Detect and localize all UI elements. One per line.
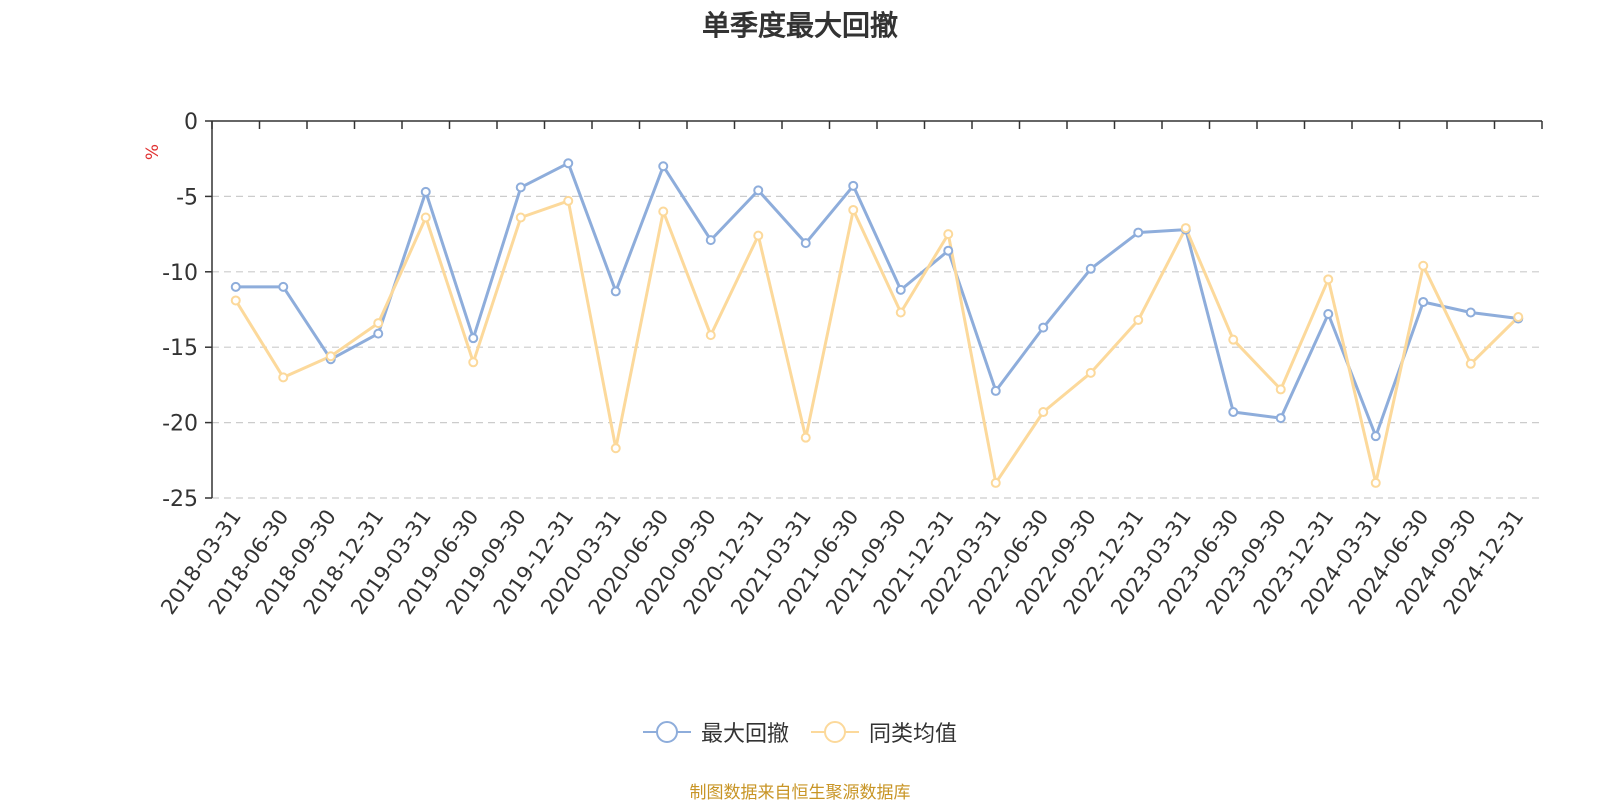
y-tick-label: 0 bbox=[184, 110, 198, 135]
data-point-max-drawdown bbox=[468, 333, 479, 344]
data-point-max-drawdown bbox=[1465, 307, 1476, 318]
data-point-peer-average bbox=[1228, 334, 1239, 345]
data-point-max-drawdown bbox=[420, 186, 431, 197]
data-point-max-drawdown bbox=[943, 245, 954, 256]
data-point-peer-average bbox=[1180, 223, 1191, 234]
data-point-peer-average bbox=[1133, 315, 1144, 326]
data-point-peer-average bbox=[230, 295, 241, 306]
y-axis-unit-group: % bbox=[143, 144, 163, 160]
y-axis-unit-label: % bbox=[143, 144, 163, 160]
data-point-peer-average bbox=[1323, 274, 1334, 285]
data-point-max-drawdown bbox=[990, 385, 1001, 396]
legend-marker-peer-average bbox=[811, 721, 859, 743]
y-tick-label: -20 bbox=[162, 412, 198, 437]
data-point-max-drawdown bbox=[1228, 407, 1239, 418]
data-point-peer-average bbox=[990, 477, 1001, 488]
y-tick-label: -5 bbox=[176, 185, 198, 210]
y-tick-label: -10 bbox=[162, 261, 198, 286]
source-note: 制图数据来自恒生聚源数据库 bbox=[689, 783, 911, 803]
series-line-peer-average bbox=[234, 199, 1520, 485]
data-point-max-drawdown bbox=[515, 182, 526, 193]
data-point-peer-average bbox=[943, 229, 954, 240]
data-point-peer-average bbox=[1038, 407, 1049, 418]
legend-marker-max-drawdown bbox=[642, 721, 691, 743]
data-point-peer-average bbox=[753, 230, 764, 241]
data-point-max-drawdown bbox=[1418, 296, 1429, 307]
data-point-max-drawdown bbox=[278, 281, 289, 292]
data-point-max-drawdown bbox=[658, 161, 669, 172]
legend-label-max-drawdown: 最大回撤 bbox=[700, 722, 789, 747]
data-point-peer-average bbox=[800, 432, 811, 443]
data-point-max-drawdown bbox=[895, 284, 906, 295]
data-point-max-drawdown bbox=[610, 286, 621, 297]
data-point-peer-average bbox=[705, 330, 716, 341]
data-point-peer-average bbox=[515, 212, 526, 223]
data-point-peer-average bbox=[895, 307, 906, 318]
data-point-max-drawdown bbox=[230, 281, 241, 292]
series-layer bbox=[230, 158, 1524, 488]
data-point-peer-average bbox=[563, 195, 574, 206]
data-point-peer-average bbox=[373, 318, 384, 329]
data-point-peer-average bbox=[420, 212, 431, 223]
legend-item-max-drawdown[interactable]: 最大回撤 bbox=[642, 716, 789, 748]
data-point-peer-average bbox=[610, 443, 621, 454]
data-point-peer-average bbox=[1370, 477, 1381, 488]
data-point-peer-average bbox=[1418, 260, 1429, 271]
data-point-max-drawdown bbox=[800, 238, 811, 249]
chart-title: 单季度最大回撤 bbox=[701, 9, 898, 42]
data-point-peer-average bbox=[1513, 312, 1524, 323]
y-tick-label: -25 bbox=[162, 487, 198, 512]
data-point-max-drawdown bbox=[1085, 263, 1096, 274]
data-point-peer-average bbox=[658, 206, 669, 217]
data-point-max-drawdown bbox=[753, 185, 764, 196]
data-point-max-drawdown bbox=[1370, 431, 1381, 442]
data-point-peer-average bbox=[468, 357, 479, 368]
data-point-peer-average bbox=[325, 351, 336, 362]
data-point-peer-average bbox=[1465, 358, 1476, 369]
data-point-max-drawdown bbox=[373, 328, 384, 339]
data-point-peer-average bbox=[1085, 367, 1096, 378]
legend: 最大回撤 同类均值 bbox=[0, 716, 1600, 748]
data-point-max-drawdown bbox=[848, 180, 859, 191]
data-point-max-drawdown bbox=[1133, 227, 1144, 238]
data-point-max-drawdown bbox=[1038, 322, 1049, 333]
data-point-max-drawdown bbox=[705, 235, 716, 246]
data-point-peer-average bbox=[848, 204, 859, 215]
data-point-peer-average bbox=[278, 372, 289, 383]
y-tick-label: -15 bbox=[162, 336, 198, 361]
data-point-peer-average bbox=[1275, 384, 1286, 395]
data-point-max-drawdown bbox=[563, 158, 574, 169]
gridlines bbox=[212, 195, 1542, 499]
data-point-max-drawdown bbox=[1275, 413, 1286, 424]
data-point-max-drawdown bbox=[1323, 309, 1334, 320]
legend-label-peer-average: 同类均值 bbox=[869, 722, 958, 747]
legend-item-peer-average[interactable]: 同类均值 bbox=[811, 716, 957, 748]
series-line-max-drawdown bbox=[235, 161, 1519, 438]
